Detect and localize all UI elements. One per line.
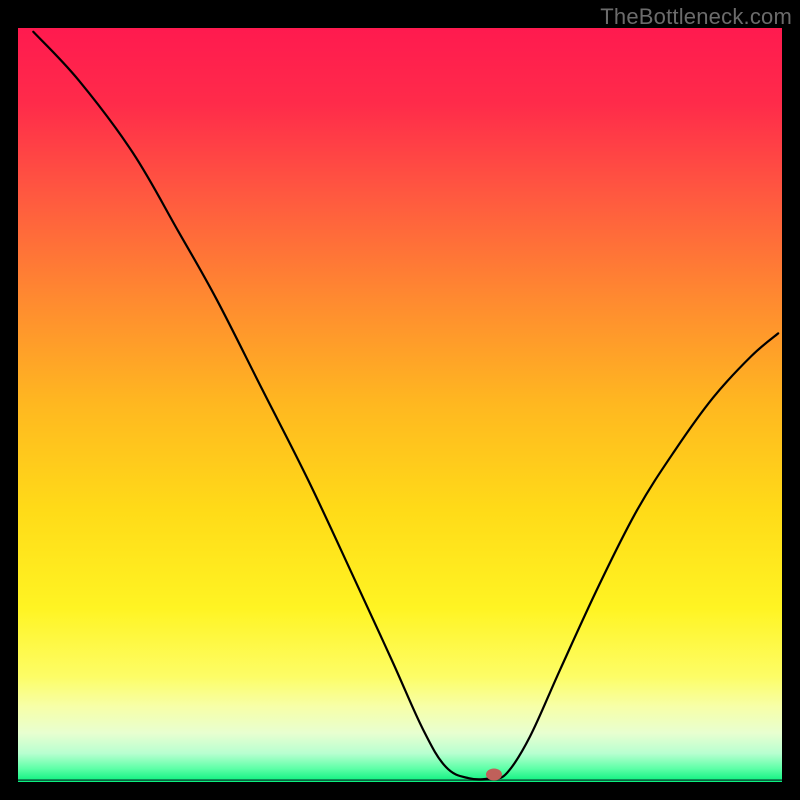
- optimal-marker: [486, 768, 502, 780]
- chart-container: TheBottleneck.com: [0, 0, 800, 800]
- plot-gradient-background: [18, 28, 782, 782]
- watermark-text: TheBottleneck.com: [600, 4, 792, 30]
- bottleneck-chart: [0, 0, 800, 800]
